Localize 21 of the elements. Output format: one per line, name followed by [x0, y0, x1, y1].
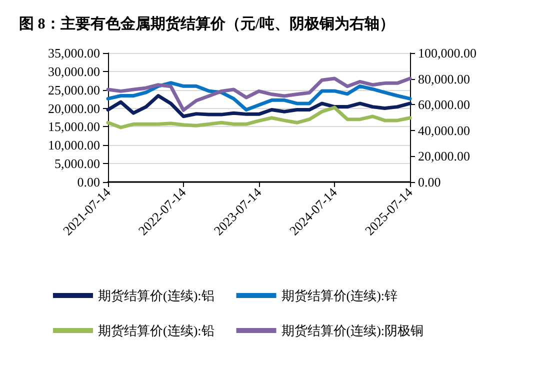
legend-label: 期货结算价(连续):铝	[98, 288, 214, 303]
y2-tick-label: 40,000.00	[418, 122, 470, 138]
chart-title: 图 8：主要有色金属期货结算价（元/吨、阴极铜为右轴）	[19, 14, 394, 32]
y-tick-label: 0.00	[77, 174, 100, 190]
legend-label: 期货结算价(连续):阴极铜	[281, 323, 424, 338]
line-series	[106, 106, 412, 130]
y-tick-label: 25,000.00	[48, 82, 100, 98]
line-series	[106, 94, 412, 118]
legend-label: 期货结算价(连续):铅	[98, 323, 214, 338]
y2-tick-label: 100,000.00	[418, 46, 476, 60]
y-tick-label: 15,000.00	[48, 119, 100, 134]
y2-tick-label: 60,000.00	[418, 97, 470, 112]
legend-label: 期货结算价(连续):锌	[281, 288, 398, 303]
y2-tick-label: 80,000.00	[418, 71, 470, 86]
y-tick-label: 10,000.00	[48, 138, 100, 153]
y2-tick-label: 0.00	[418, 174, 441, 190]
y-tick-label: 5,000.00	[54, 156, 100, 172]
y-tick-label: 20,000.00	[48, 100, 100, 116]
y2-tick-label: 20,000.00	[418, 148, 470, 164]
y-tick-label: 30,000.00	[48, 64, 100, 79]
y-tick-label: 35,000.00	[48, 46, 100, 60]
